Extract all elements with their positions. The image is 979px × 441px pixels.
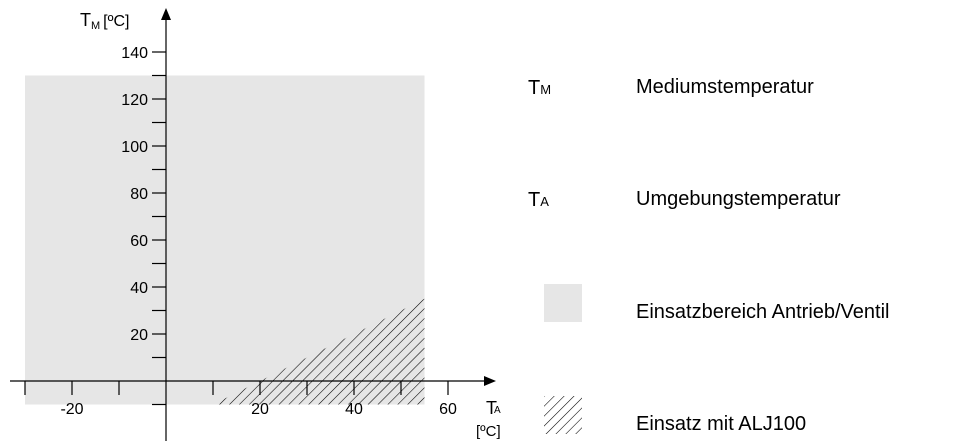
y-tick-label: 80	[130, 186, 148, 203]
legend-label-alj100: Einsatz mit ALJ100	[636, 413, 807, 435]
y-axis-arrow-icon	[161, 8, 171, 20]
alj100-region	[213, 298, 425, 405]
y-axis-title: TM [ºC]	[80, 10, 129, 32]
y-tick-label: 100	[121, 139, 148, 156]
legend-symbol-ta: TA	[528, 189, 549, 211]
x-axis-arrow-icon	[484, 376, 496, 386]
gray-swatch-icon	[544, 284, 582, 322]
legend-item-operating-range: Einsatzbereich Antrieb/Ventil	[0, 284, 979, 324]
legend-symbol-tm: TM	[528, 77, 552, 99]
x-tick-label: 40	[345, 401, 363, 418]
y-tick-label: 120	[121, 92, 148, 109]
legend-label-operating-range: Einsatzbereich Antrieb/Ventil	[636, 301, 890, 323]
x-tick-label: 20	[251, 401, 269, 418]
hatch-swatch-icon	[544, 396, 582, 434]
x-tick-label: 60	[439, 401, 457, 418]
legend-label-tm: Mediumstemperatur	[636, 76, 814, 98]
y-tick-label: 60	[130, 233, 148, 250]
y-tick-label: 20	[130, 327, 148, 344]
x-axis-unit: [ºC]	[476, 423, 501, 440]
legend-label-ta: Umgebungstemperatur	[636, 188, 841, 210]
legend-item-tm: TM Mediumstemperatur	[0, 76, 979, 116]
temperature-chart: 20 40 60 80 100 120 140 -20 20 40 60 TM [ºC] TA [ºC]	[10, 8, 501, 441]
legend-item-ta: TA Umgebungstemperatur	[0, 188, 979, 228]
legend-item-alj100: Einsatz mit ALJ100	[0, 396, 979, 441]
y-tick-label: 140	[121, 45, 148, 62]
y-tick-label: 40	[130, 280, 148, 297]
x-tick-label: -20	[60, 401, 83, 418]
x-axis-title: TA	[486, 398, 501, 418]
